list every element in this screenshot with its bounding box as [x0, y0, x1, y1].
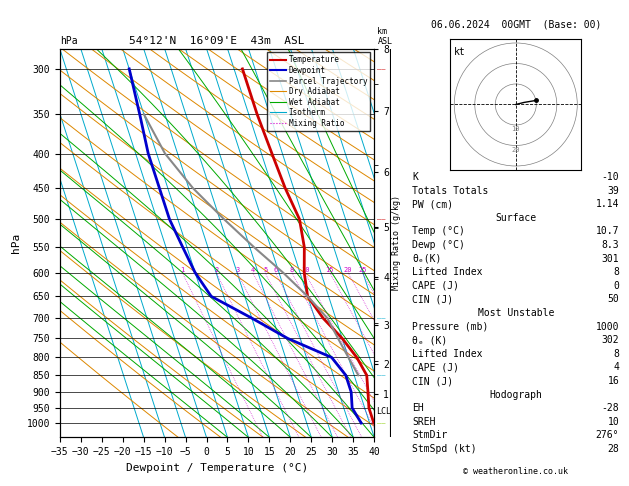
Text: hPa: hPa: [60, 36, 77, 46]
Text: 6: 6: [273, 267, 277, 273]
Text: Totals Totals: Totals Totals: [413, 186, 489, 195]
Text: θₑ(K): θₑ(K): [413, 254, 442, 263]
Text: 4: 4: [251, 267, 255, 273]
Text: EH: EH: [413, 403, 424, 413]
Text: -10: -10: [601, 172, 619, 182]
Text: CAPE (J): CAPE (J): [413, 363, 459, 372]
Text: 8.3: 8.3: [601, 240, 619, 250]
Text: 39: 39: [608, 186, 619, 195]
Text: 8: 8: [613, 267, 619, 277]
Text: PW (cm): PW (cm): [413, 199, 454, 209]
Text: 16: 16: [608, 376, 619, 386]
Text: θₑ (K): θₑ (K): [413, 335, 448, 345]
Text: 15: 15: [326, 267, 334, 273]
Text: Temp (°C): Temp (°C): [413, 226, 465, 236]
Text: 2: 2: [214, 267, 218, 273]
Text: CIN (J): CIN (J): [413, 376, 454, 386]
Text: SREH: SREH: [413, 417, 436, 427]
Text: 50: 50: [608, 295, 619, 304]
Text: StmSpd (kt): StmSpd (kt): [413, 444, 477, 454]
Y-axis label: hPa: hPa: [11, 233, 21, 253]
Text: CIN (J): CIN (J): [413, 295, 454, 304]
Text: 25: 25: [358, 267, 367, 273]
Text: ——: ——: [377, 66, 386, 72]
Text: ——: ——: [377, 420, 386, 426]
Text: K: K: [413, 172, 418, 182]
Text: 8: 8: [290, 267, 294, 273]
Text: ——: ——: [377, 216, 386, 222]
Text: km
ASL: km ASL: [377, 27, 392, 46]
Text: 10: 10: [301, 267, 309, 273]
Text: 1: 1: [181, 267, 184, 273]
Text: 1.14: 1.14: [596, 199, 619, 209]
Text: 8: 8: [613, 349, 619, 359]
Text: kt: kt: [454, 47, 466, 57]
X-axis label: Dewpoint / Temperature (°C): Dewpoint / Temperature (°C): [126, 463, 308, 473]
Text: 10: 10: [511, 126, 520, 132]
Legend: Temperature, Dewpoint, Parcel Trajectory, Dry Adiabat, Wet Adiabat, Isotherm, Mi: Temperature, Dewpoint, Parcel Trajectory…: [267, 52, 370, 131]
Text: 276°: 276°: [596, 431, 619, 440]
Text: 10: 10: [608, 417, 619, 427]
Text: Most Unstable: Most Unstable: [477, 308, 554, 318]
Text: 4: 4: [613, 363, 619, 372]
Text: 0: 0: [613, 281, 619, 291]
Text: 20: 20: [511, 147, 520, 153]
Text: Hodograph: Hodograph: [489, 390, 542, 399]
Text: CAPE (J): CAPE (J): [413, 281, 459, 291]
Text: 5: 5: [263, 267, 267, 273]
Text: 20: 20: [344, 267, 352, 273]
Text: 1000: 1000: [596, 322, 619, 331]
Text: -28: -28: [601, 403, 619, 413]
Text: © weatheronline.co.uk: © weatheronline.co.uk: [464, 467, 568, 476]
Text: StmDir: StmDir: [413, 431, 448, 440]
Text: 302: 302: [601, 335, 619, 345]
Text: Lifted Index: Lifted Index: [413, 349, 483, 359]
Text: 54°12'N  16°09'E  43m  ASL: 54°12'N 16°09'E 43m ASL: [129, 36, 305, 46]
Text: Mixing Ratio (g/kg): Mixing Ratio (g/kg): [392, 195, 401, 291]
Text: ——: ——: [377, 315, 386, 321]
Text: LCL: LCL: [376, 407, 391, 416]
Text: 28: 28: [608, 444, 619, 454]
Text: 06.06.2024  00GMT  (Base: 00): 06.06.2024 00GMT (Base: 00): [431, 19, 601, 30]
Text: 3: 3: [235, 267, 240, 273]
Text: Pressure (mb): Pressure (mb): [413, 322, 489, 331]
Text: Dewp (°C): Dewp (°C): [413, 240, 465, 250]
Text: Surface: Surface: [495, 213, 537, 223]
Text: 10.7: 10.7: [596, 226, 619, 236]
Text: 301: 301: [601, 254, 619, 263]
Text: ——: ——: [377, 372, 386, 378]
Text: Lifted Index: Lifted Index: [413, 267, 483, 277]
